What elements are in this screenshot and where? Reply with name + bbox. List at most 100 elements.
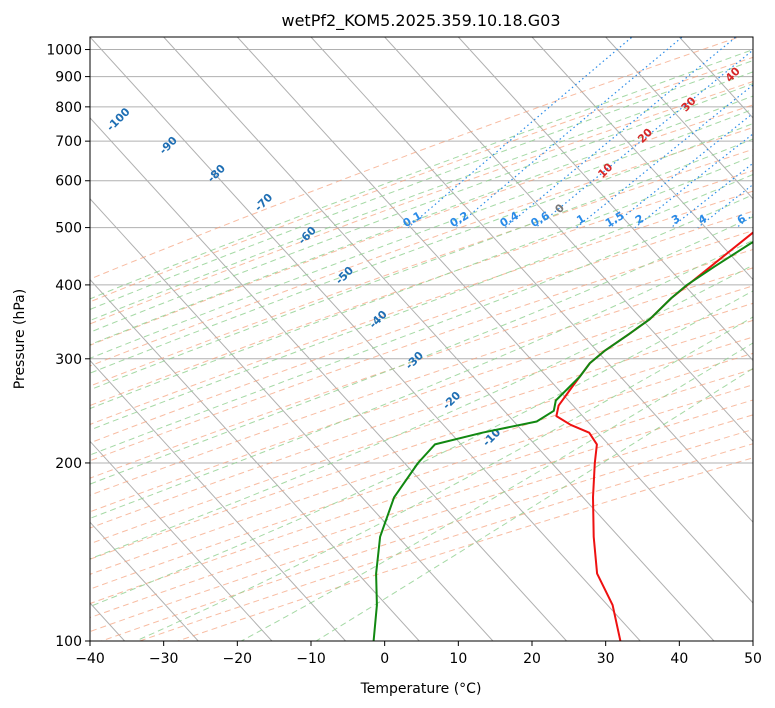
mixing-ratio-line [407,37,634,229]
isotherm-label: -80 [205,162,228,185]
dry-adiabat [90,352,753,575]
axis-ticks: −40 −30 −20 −10 0 10 20 30 40 5010009008007006005… [46,43,762,667]
dry-adiabat [90,384,753,605]
moist-adiabat [90,71,753,322]
dry-adiabat [90,169,753,407]
temperature-profile-line [555,231,753,641]
dry-adiabat [177,457,753,641]
mixing-ratio-label: 0.2 [448,209,471,230]
mixing-ratio-line [609,112,753,229]
mixing-ratio-line [504,37,737,229]
dry-adiabat [90,210,753,444]
x-tick-label: 0 [380,651,389,667]
moist-adiabat [90,49,753,300]
isotherm-line [90,197,494,641]
dry-adiabat [90,126,753,367]
moist-adiabat [90,95,753,346]
mixing-ratio-label: 0.1 [401,209,424,230]
isotherm-line [90,117,567,641]
x-tick-label: −10 [296,651,326,667]
mixing-ratio-label: 1.5 [603,209,626,230]
y-tick-label: 600 [55,174,82,190]
dewpoint-profile-line [372,240,753,641]
dry-adiabat [139,443,753,641]
dry-adiabat [90,104,753,346]
mixing-ratio-label: 6 [735,212,748,227]
moist-adiabat [90,59,753,311]
mixing-ratio-line [736,214,753,229]
moist-adiabat [90,155,753,410]
isotherm-label: -50 [333,264,356,287]
dry-adiabat [90,190,753,425]
isotherm-label: -100 [104,105,133,134]
moist-adiabat [315,367,753,641]
chart-title: wetPf2_KOM5.2025.359.10.18.G03 [281,11,560,31]
x-tick-label: 40 [670,651,688,667]
y-tick-label: 100 [55,634,82,650]
dry-adiabat [90,56,753,303]
isotherm-line [384,37,753,443]
mixing-ratio-label: 4 [696,212,709,227]
mixing-ratio-line [670,162,753,229]
moist-adiabat [90,290,753,608]
y-tick-label: 900 [55,70,82,86]
mixing-ratio-label: 8 [764,212,775,227]
dry-adiabat [90,285,753,513]
mixing-ratio-label: 1 [574,212,587,227]
moist-adiabat [90,216,753,485]
moist-adiabat [241,342,753,641]
dry-adiabat [90,148,753,387]
isotherm-line [531,37,753,281]
isotherm-line [90,278,420,641]
y-tick-label: 500 [55,221,82,237]
isotherm-label: -70 [252,191,275,214]
isotherm-line [90,359,346,641]
y-tick-label: 1000 [46,43,82,59]
dry-adiabat [90,248,753,479]
x-tick-label: 50 [744,651,762,667]
moist-adiabat-label: 10 [595,160,615,180]
isotherm-label: -30 [403,349,426,372]
moist-adiabat-label: 40 [723,64,743,84]
isotherm-line [457,37,753,362]
y-tick-label: 300 [55,352,82,368]
moist-adiabat [90,122,753,374]
plot-area: 0.10.20.40.611.52346810131620253036-100-… [90,35,775,641]
x-axis-label: Temperature (°C) [360,681,482,697]
y-tick-label: 400 [55,278,82,294]
isotherm-label: -90 [157,134,180,157]
zero-label: 0 [552,201,567,216]
x-tick-label: −40 [75,651,105,667]
isotherm-label: -20 [440,389,463,412]
x-tick-label: 30 [597,651,615,667]
y-axis-label: Pressure (hPa) [12,289,28,389]
isotherm-line [752,37,753,38]
isotherm-line [605,37,753,200]
isotherm-label: -40 [367,308,390,331]
moist-adiabat-label: 20 [635,126,655,146]
mixing-ratio-line [454,37,684,229]
moist-adiabat [90,108,753,359]
moist-adiabat [135,316,753,641]
isotherm-line [90,521,199,641]
mixing-ratio-label: 0.6 [529,209,553,230]
mixing-ratio-label: 0.4 [498,209,522,230]
isotherm-line [90,440,273,641]
mixing-ratio-line [535,49,753,229]
plot-frame [89,36,754,642]
moist-adiabat [90,173,753,431]
mixing-ratio-line [576,84,753,229]
isotherm-line [236,37,753,604]
y-tick-label: 700 [55,134,82,150]
x-tick-label: 20 [523,651,541,667]
dry-adiabat [90,336,753,560]
x-tick-label: 10 [449,651,467,667]
isotherm-line [90,37,641,641]
mixing-ratio-label: 2 [633,212,646,227]
mixing-ratio-line [765,35,775,228]
x-tick-label: −20 [223,651,253,667]
y-tick-label: 800 [55,100,82,116]
mixing-ratio-line [634,133,753,229]
moist-adiabat [90,239,753,519]
